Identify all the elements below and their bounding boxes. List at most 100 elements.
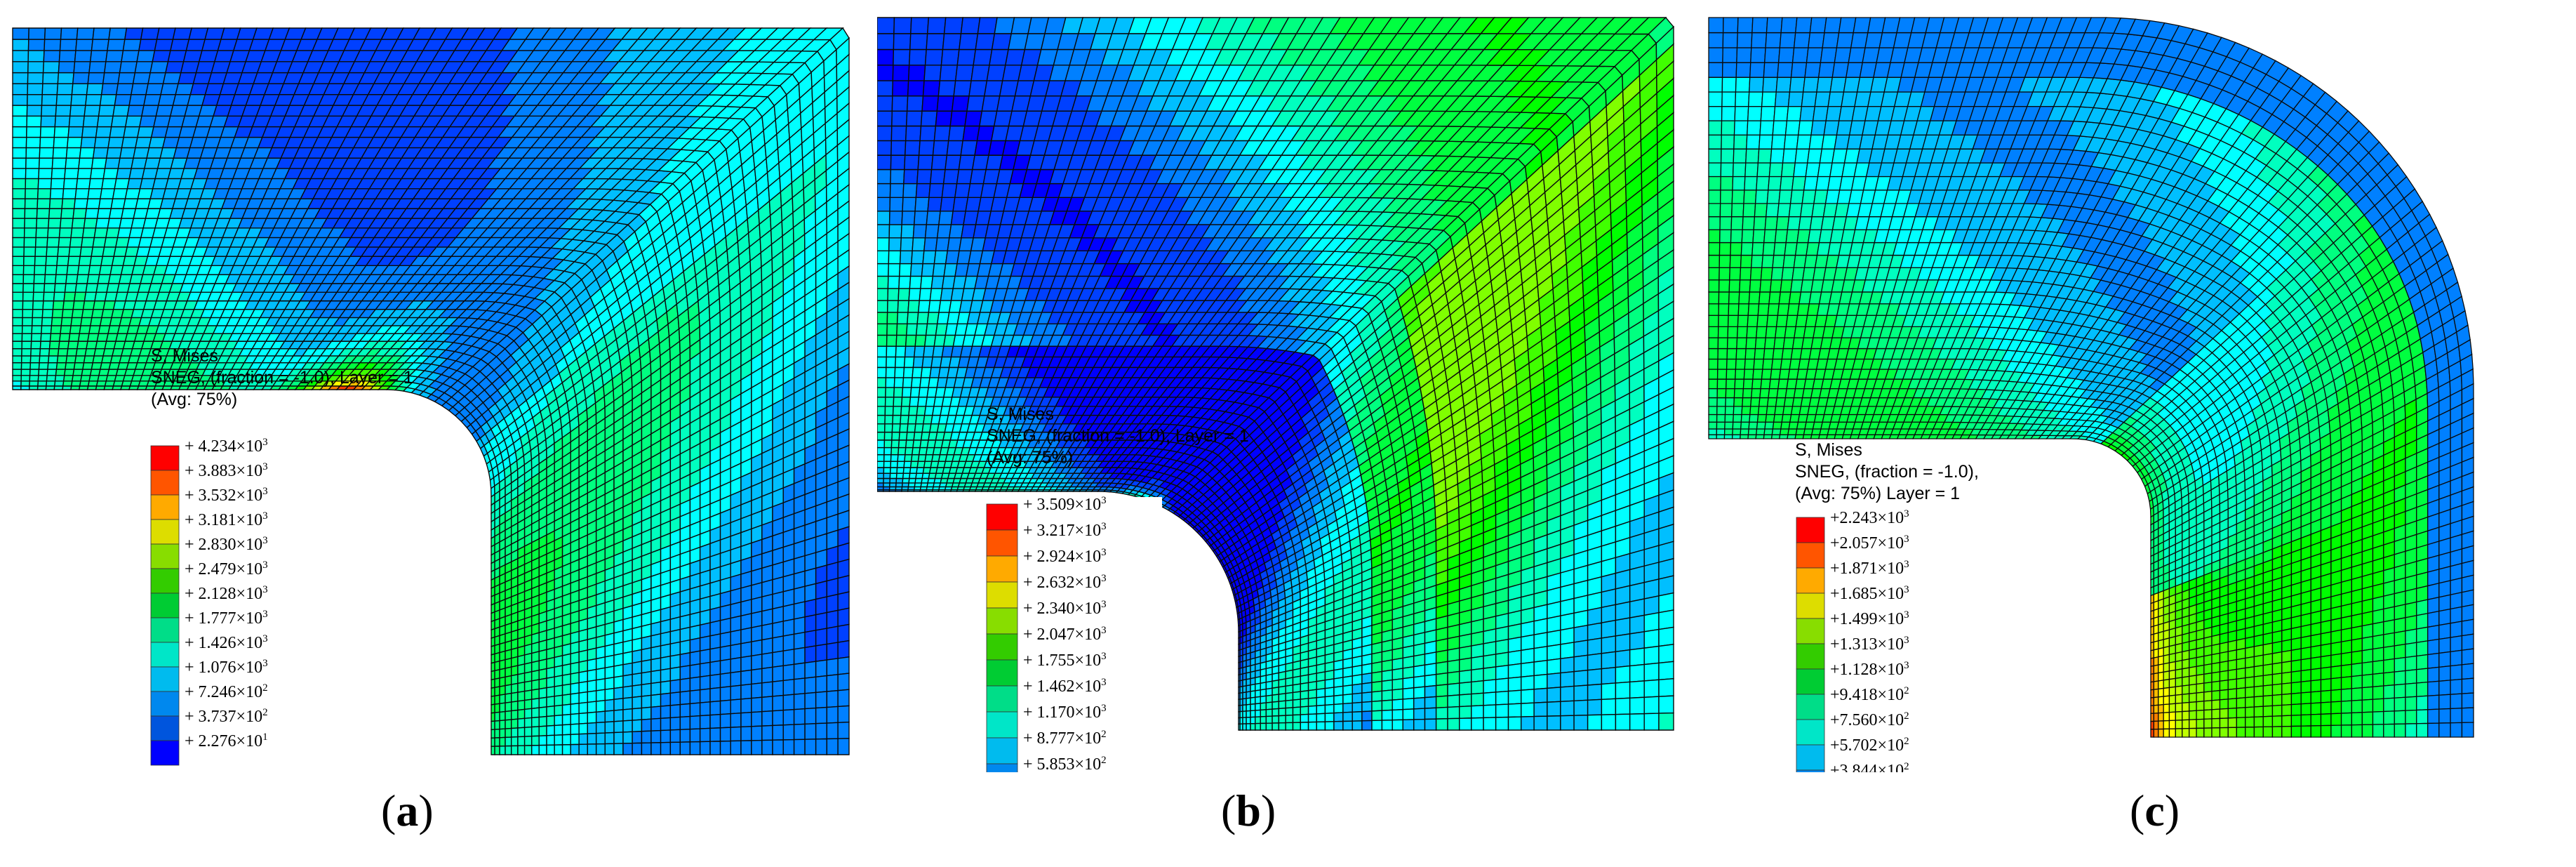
mesh-element: [877, 288, 889, 301]
mesh-element: [632, 672, 643, 687]
mesh-element: [837, 705, 850, 724]
mesh-element: [62, 178, 79, 190]
mesh-element: [613, 709, 624, 722]
mesh-element: [12, 291, 24, 302]
mesh-element: [58, 237, 72, 248]
mesh-element: [884, 414, 894, 425]
mesh-element: [55, 362, 67, 370]
mesh-element: [587, 711, 597, 724]
mesh-element: [89, 50, 108, 62]
legend-swatch: [150, 642, 180, 668]
mesh-element: [709, 647, 721, 663]
mesh-element: [908, 48, 927, 66]
mesh-element: [782, 618, 795, 637]
mesh-element: [48, 208, 62, 219]
mesh-element: [72, 369, 84, 376]
mesh-element: [966, 95, 985, 112]
mesh-element: [740, 627, 752, 644]
mesh-element: [67, 126, 84, 138]
mesh-element: [12, 126, 27, 138]
mesh-element: [35, 227, 49, 239]
mesh-element: [65, 157, 81, 169]
mesh-element: [913, 211, 928, 225]
mesh-element: [510, 709, 519, 720]
mesh-element: [889, 477, 897, 484]
mesh-element: [82, 115, 100, 128]
mesh-element: [883, 472, 891, 479]
mesh-element: [772, 590, 784, 610]
mesh-element: [119, 61, 138, 74]
legend-title-line: SNEG, (fraction = -1.0), Layer = 1: [151, 368, 413, 388]
mesh-element: [93, 136, 111, 149]
mesh-element: [33, 274, 46, 284]
mesh-element: [907, 300, 921, 313]
mesh-element: [641, 658, 652, 674]
mesh-element: [837, 623, 850, 643]
mesh-element: [669, 741, 681, 755]
mesh-element: [595, 721, 606, 734]
mesh-element: [793, 662, 806, 680]
mesh-element: [546, 676, 555, 689]
mesh-element: [897, 446, 907, 456]
mesh-element: [517, 690, 526, 702]
mesh-element: [12, 246, 25, 257]
mesh-element: [892, 65, 910, 81]
mesh-element: [895, 345, 907, 358]
mesh-element: [103, 61, 122, 74]
mesh-element: [510, 745, 519, 755]
mesh-element: [531, 679, 540, 691]
mesh-element: [761, 724, 773, 741]
mesh-element: [29, 375, 39, 382]
mesh-element: [54, 115, 71, 128]
mesh-element: [877, 477, 884, 484]
mesh-element: [906, 95, 924, 112]
mesh-element: [650, 645, 662, 661]
mesh-element: [587, 743, 597, 755]
mesh-element: [751, 596, 763, 614]
legend-swatch: [150, 445, 180, 471]
mesh-element: [145, 83, 164, 95]
mesh-element: [86, 385, 98, 390]
mesh-element: [926, 33, 945, 51]
mesh-element: [61, 308, 74, 319]
mesh-element: [903, 461, 912, 468]
mesh-element: [38, 369, 48, 376]
mesh-element: [26, 126, 41, 138]
mesh-element: [531, 735, 540, 746]
mesh-element: [21, 340, 32, 350]
mesh-element: [93, 227, 109, 239]
mesh-element: [499, 676, 506, 687]
mesh-element: [494, 677, 500, 689]
mesh-element: [499, 736, 506, 747]
mesh-element: [907, 80, 925, 97]
mesh-element: [53, 136, 69, 149]
mesh-element: [890, 140, 907, 156]
mesh-element: [12, 218, 25, 229]
mesh-element: [893, 396, 903, 407]
mesh-element: [517, 681, 526, 693]
mesh-element: [719, 740, 731, 755]
mesh-element: [772, 694, 784, 712]
mesh-element: [826, 706, 839, 724]
mesh-element: [877, 377, 887, 388]
mesh-element: [91, 246, 105, 257]
mesh-element: [889, 472, 897, 479]
mesh-element: [36, 218, 50, 229]
mesh-element: [121, 50, 140, 62]
mesh-element: [904, 345, 916, 358]
mesh-element: [46, 246, 60, 257]
mesh-element: [877, 439, 886, 449]
mesh-element: [83, 218, 98, 229]
mesh-element: [101, 178, 117, 190]
legend-value: + 1.426×103: [185, 633, 268, 652]
mesh-element: [632, 742, 643, 755]
mesh-element: [48, 348, 60, 357]
mesh-element: [27, 39, 46, 51]
mesh-element: [87, 72, 105, 84]
legend-swatch: [150, 494, 180, 520]
mesh-element: [613, 732, 624, 744]
mesh-element: [689, 676, 701, 692]
mesh-element: [578, 670, 588, 684]
mesh-element: [604, 687, 615, 701]
legend-value: + 3.737×102: [185, 707, 268, 726]
